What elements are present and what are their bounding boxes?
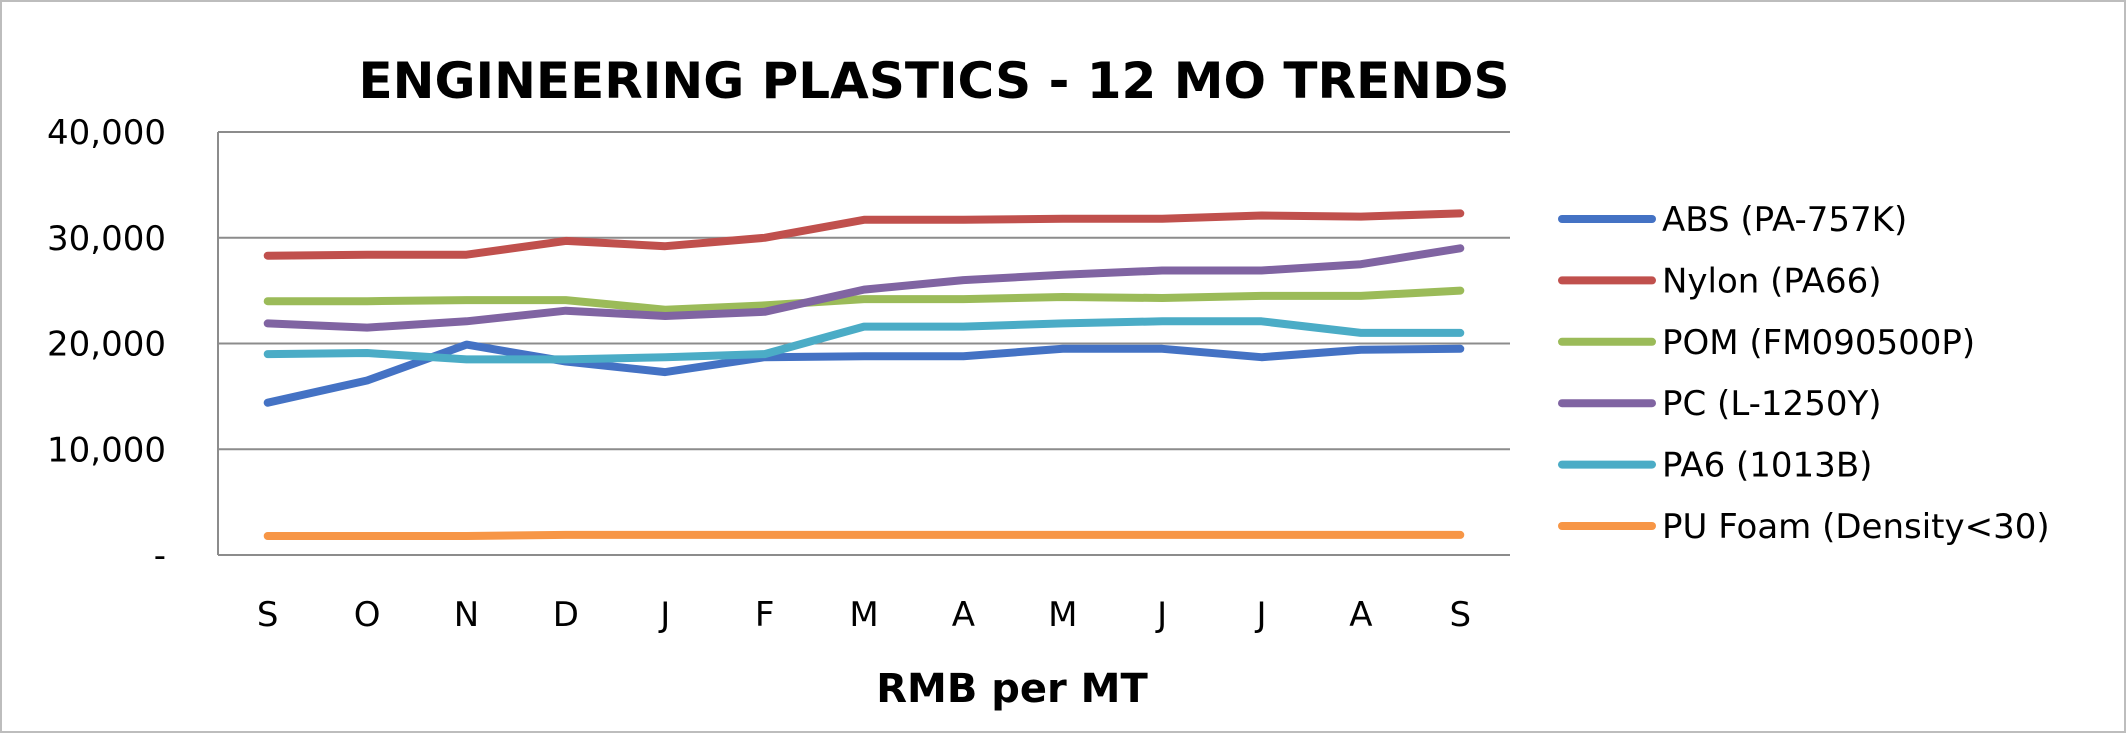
y-tick-label: 10,000 bbox=[47, 430, 166, 470]
x-tick-label: F bbox=[755, 595, 775, 635]
x-tick-label: J bbox=[658, 595, 670, 635]
x-tick-label: A bbox=[1349, 595, 1372, 635]
legend-item: ABS (PA-757K) bbox=[1558, 200, 1907, 240]
x-tick-label: D bbox=[553, 595, 579, 635]
x-tick-label: M bbox=[849, 595, 878, 635]
series-line bbox=[263, 244, 1465, 332]
x-tick-label: N bbox=[454, 595, 479, 635]
legend-item: PA6 (1013B) bbox=[1558, 446, 1872, 486]
legend-label: PC (L-1250Y) bbox=[1662, 384, 1882, 424]
y-tick-label: - bbox=[154, 536, 166, 576]
x-axis-title: RMB per MT bbox=[876, 666, 1148, 712]
legend-item: PC (L-1250Y) bbox=[1558, 384, 1882, 424]
series-line bbox=[263, 530, 1465, 540]
x-tick-label: S bbox=[1450, 595, 1472, 635]
x-tick-label: M bbox=[1048, 595, 1077, 635]
series-line bbox=[263, 340, 1465, 407]
x-tick-label: J bbox=[1255, 595, 1267, 635]
y-axis-ticks: - 10,000 20,000 30,000 40,000 bbox=[47, 113, 166, 576]
y-tick-label: 20,000 bbox=[47, 325, 166, 365]
x-tick-label: S bbox=[257, 595, 279, 635]
legend-item: PU Foam (Density<30) bbox=[1558, 507, 2050, 547]
series-line bbox=[263, 209, 1465, 260]
series-line bbox=[263, 317, 1465, 364]
legend-label: POM (FM090500P) bbox=[1662, 323, 1975, 363]
legend-label: PU Foam (Density<30) bbox=[1662, 507, 2050, 547]
axes bbox=[217, 132, 1510, 556]
legend-label: ABS (PA-757K) bbox=[1662, 200, 1907, 240]
series-line bbox=[263, 286, 1465, 314]
y-tick-label: 30,000 bbox=[47, 219, 166, 259]
x-tick-label: J bbox=[1155, 595, 1167, 635]
x-tick-label: A bbox=[952, 595, 975, 635]
legend-item: Nylon (PA66) bbox=[1558, 261, 1882, 301]
legend-item: POM (FM090500P) bbox=[1558, 323, 1975, 363]
gridlines bbox=[218, 131, 1510, 451]
legend: ABS (PA-757K) Nylon (PA66) POM (FM090500P)… bbox=[1558, 200, 2050, 547]
x-tick-label: O bbox=[354, 595, 381, 635]
y-tick-label: 40,000 bbox=[47, 113, 166, 153]
series-lines bbox=[263, 209, 1465, 540]
legend-label: Nylon (PA66) bbox=[1662, 261, 1882, 301]
chart-title: ENGINEERING PLASTICS - 12 MO TRENDS bbox=[358, 52, 1509, 110]
legend-label: PA6 (1013B) bbox=[1662, 446, 1872, 486]
